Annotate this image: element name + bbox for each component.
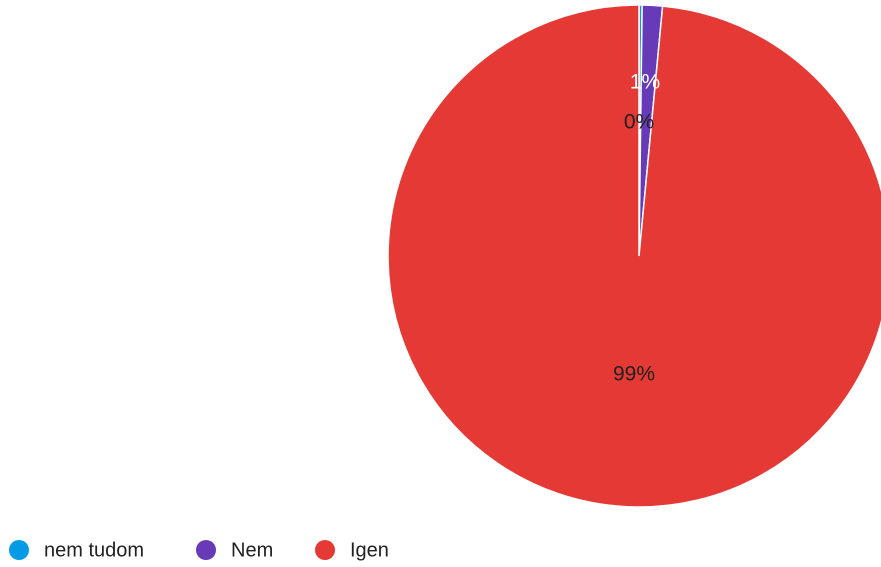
legend-swatch [315, 540, 335, 560]
pie-slices [387, 4, 881, 508]
legend-item-igen[interactable]: Igen [315, 539, 389, 561]
legend-swatch [9, 540, 29, 560]
pie-slice-igen [387, 4, 881, 508]
legend-swatch [196, 540, 216, 560]
slice-label-nem: 1% [630, 71, 660, 94]
slice-label-nem-tudom: 0% [624, 111, 654, 134]
slice-label-igen: 99% [613, 363, 655, 386]
chart-legend: nem tudom Nem Igen [9, 539, 389, 561]
legend-label: Nem [231, 539, 273, 561]
pie-labels: 0% 1% 99% [613, 71, 660, 386]
legend-item-nem[interactable]: Nem [196, 539, 273, 561]
legend-item-nem-tudom[interactable]: nem tudom [9, 539, 144, 561]
legend-label: Igen [350, 539, 389, 561]
legend-label: nem tudom [44, 539, 144, 561]
